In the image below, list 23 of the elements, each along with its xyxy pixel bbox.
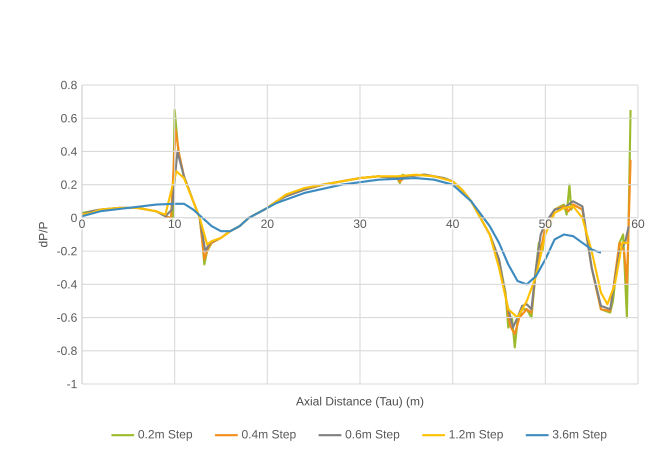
legend-label: 1.2m Step [450,430,503,441]
x-tick-label: 0 [79,219,85,228]
x-tick-label: 20 [261,219,274,228]
x-tick-label: 40 [446,219,459,228]
y-axis-title: dP/P [38,222,48,248]
y-tick-label: -0.2 [57,246,77,256]
y-tick-label: 0.2 [61,180,77,189]
y-tick-label: 0.4 [61,147,77,156]
legend-label: 0.6m Step [346,430,400,441]
legend-label: 0.2m Step [138,430,192,441]
y-tick-label: -0.8 [57,346,77,356]
x-tick-label: 10 [168,219,181,228]
y-tick-label: 0.8 [61,80,77,90]
x-tick-label: 30 [354,219,366,228]
legend-label: 0.4m Step [242,430,296,441]
y-tick-label: 0 [71,214,77,222]
y-tick-label: -0.6 [57,313,77,322]
y-tick-label: -1 [67,380,77,388]
legend-label: 3.6m Step [552,430,606,441]
x-axis-title: Axial Distance (Tau) (m) [296,396,424,408]
y-tick-label: -0.4 [57,280,77,289]
y-tick-label: 0.6 [61,114,77,122]
x-tick-label: 60 [632,219,644,228]
